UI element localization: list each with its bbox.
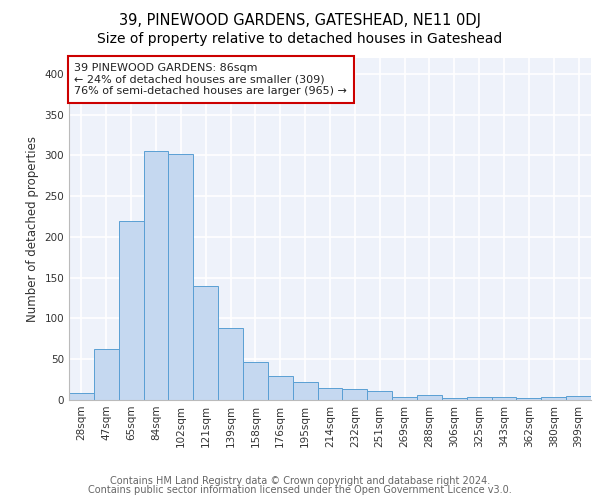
Bar [268,376,293,400]
Bar [442,398,467,400]
Bar [69,394,94,400]
Text: Contains public sector information licensed under the Open Government Licence v3: Contains public sector information licen… [88,485,512,495]
Bar [218,328,243,400]
Text: Contains HM Land Registry data © Crown copyright and database right 2024.: Contains HM Land Registry data © Crown c… [110,476,490,486]
Bar [119,220,143,400]
Bar [94,348,119,400]
Bar [343,390,367,400]
Bar [367,391,392,400]
Bar [169,154,193,400]
Bar [417,395,442,400]
Bar [517,398,541,400]
Text: Size of property relative to detached houses in Gateshead: Size of property relative to detached ho… [97,32,503,46]
Bar [143,152,169,400]
Bar [317,388,343,400]
Bar [566,396,591,400]
Bar [392,396,417,400]
Bar [293,382,317,400]
Y-axis label: Number of detached properties: Number of detached properties [26,136,39,322]
Bar [243,362,268,400]
Text: 39 PINEWOOD GARDENS: 86sqm
← 24% of detached houses are smaller (309)
76% of sem: 39 PINEWOOD GARDENS: 86sqm ← 24% of deta… [74,62,347,96]
Text: 39, PINEWOOD GARDENS, GATESHEAD, NE11 0DJ: 39, PINEWOOD GARDENS, GATESHEAD, NE11 0D… [119,12,481,28]
Bar [193,286,218,400]
Bar [491,396,517,400]
Bar [467,396,491,400]
Bar [541,396,566,400]
